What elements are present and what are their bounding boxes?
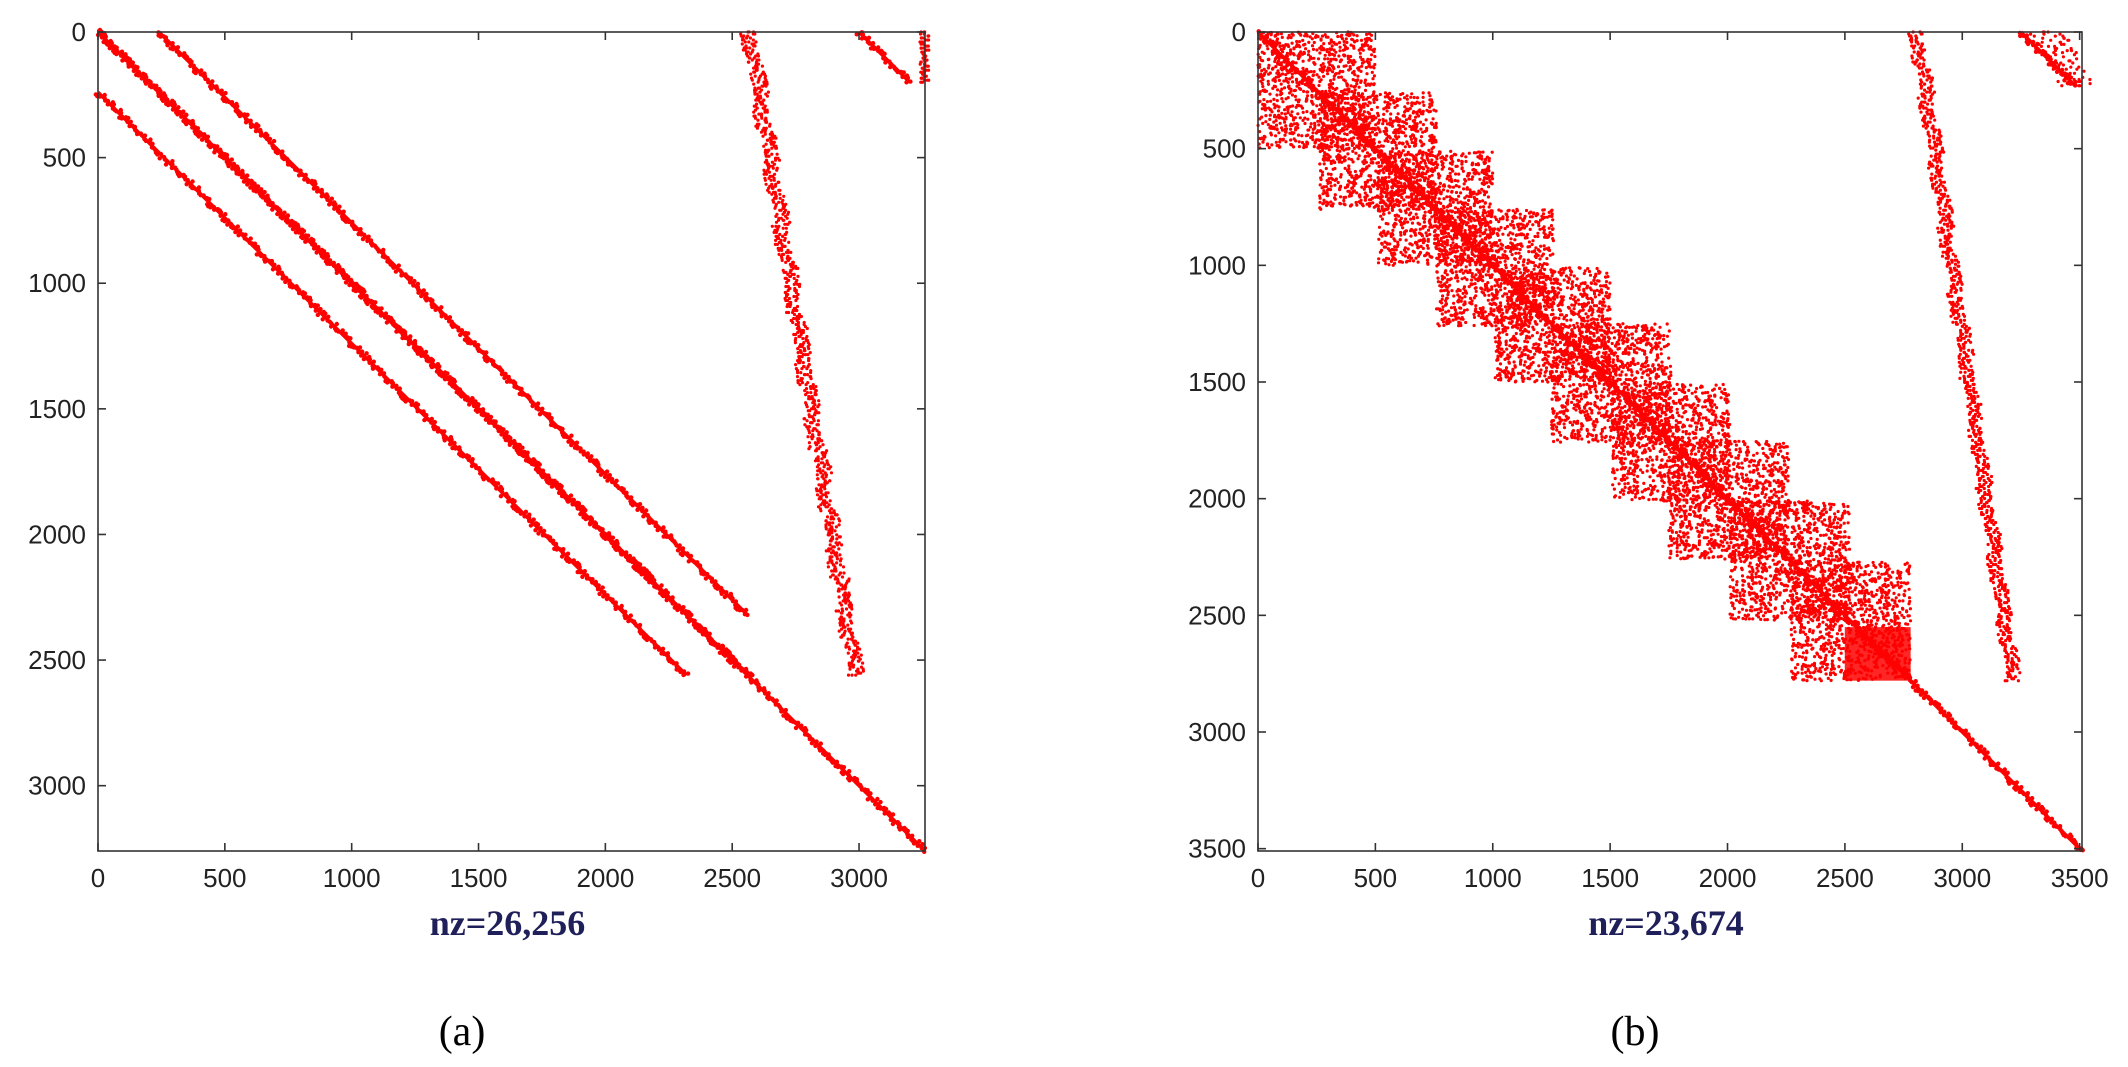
y-tick-label-a-5: 2500 [28, 645, 86, 675]
y-tick-label-b-1: 500 [1203, 134, 1246, 164]
panel-b: 0 500 1000 1500 2000 2500 3000 3500050010001500… [1188, 17, 2108, 943]
y-tick-label-b-5: 2500 [1188, 600, 1246, 630]
x-tick-label-b-4: 2000 [1699, 863, 1757, 893]
x-tick-label-a-4: 2000 [576, 863, 634, 893]
diagonal-2 [156, 30, 750, 618]
block-4 [1493, 266, 1612, 384]
band-0 [739, 30, 866, 677]
diagonal-4 [854, 30, 913, 85]
y-axis-a: 0 500 1000 1500 2000 2500 3000 [28, 17, 925, 801]
y-tick-label-a-2: 1000 [28, 268, 86, 298]
y-axis-b: 0 500 1000 1500 2000 2500 3000 3500 [1188, 17, 2082, 864]
diagonal-1 [96, 27, 749, 679]
x-tick-label-b-0: 0 [1251, 863, 1265, 893]
x-tick-label-a-2: 1000 [323, 863, 381, 893]
y-tick-label-a-1: 500 [43, 143, 86, 173]
y-tick-label-b-3: 1500 [1188, 367, 1246, 397]
nz-label-a: nz=26,256 [430, 903, 586, 943]
x-tick-label-b-5: 2500 [1816, 863, 1874, 893]
x-tick-label-b-6: 3000 [1933, 863, 1991, 893]
x-tick-label-b-1: 500 [1354, 863, 1397, 893]
sparsity-marks-b [1256, 29, 2092, 853]
panel-a: 0 500 1000 1500 2000 2500 3000 0 500 1000 1500 2000… [28, 17, 931, 943]
nz-label-b: nz=23,674 [1588, 903, 1744, 943]
x-axis-b: 0 500 1000 1500 2000 2500 3000 3500 [1251, 32, 2109, 893]
band-0 [1907, 30, 2022, 683]
x-tick-label-a-1: 500 [203, 863, 246, 893]
y-tick-label-a-4: 2000 [28, 519, 86, 549]
caption-a: (a) [439, 1009, 486, 1055]
diagonal-3 [93, 91, 691, 678]
x-tick-label-a-0: 0 [91, 863, 105, 893]
caption-b: (b) [1611, 1009, 1660, 1055]
sparsity-marks-a [93, 27, 931, 854]
x-axis-a: 0 500 1000 1500 2000 2500 3000 [91, 32, 888, 893]
x-tick-label-a-5: 2500 [703, 863, 761, 893]
x-tick-label-b-7: 3500 [2051, 863, 2109, 893]
y-tick-label-a-3: 1500 [28, 394, 86, 424]
y-tick-label-b-2: 1000 [1188, 250, 1246, 280]
y-tick-label-b-7: 3500 [1188, 834, 1246, 864]
x-tick-label-a-6: 3000 [830, 863, 888, 893]
y-tick-label-a-0: 0 [72, 17, 86, 47]
diagonal-0 [1256, 29, 2085, 853]
y-tick-label-b-0: 0 [1232, 17, 1246, 47]
y-tick-label-b-6: 3000 [1188, 717, 1246, 747]
y-tick-label-a-6: 3000 [28, 771, 86, 801]
x-tick-label-a-3: 1500 [450, 863, 508, 893]
plot-frame-b [1257, 31, 2083, 852]
x-tick-label-b-3: 1500 [1581, 863, 1639, 893]
y-tick-label-b-4: 2000 [1188, 484, 1246, 514]
x-tick-label-b-2: 1000 [1464, 863, 1522, 893]
plot-frame-a [97, 31, 926, 852]
